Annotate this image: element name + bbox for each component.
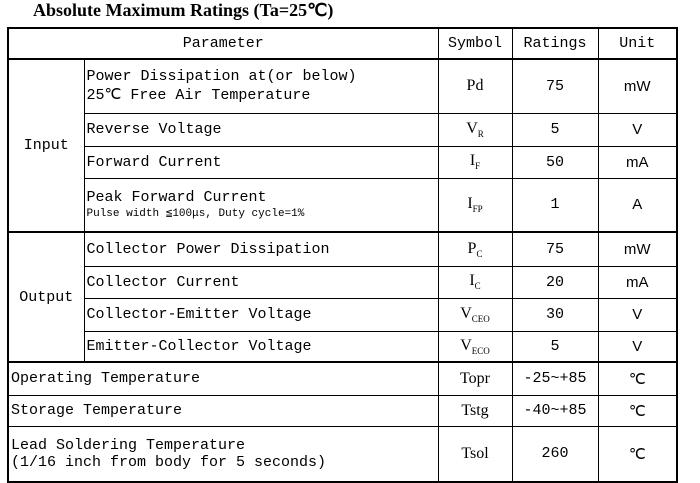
row: Collector Current IC 20 mA [8,265,678,299]
symbol: I [469,272,475,290]
row: Operating Temperature Topr -25~+85 ℃ [7,361,678,396]
symbol: I [467,195,473,213]
parameter-line2: 25℃ Free Air Temperature [86,87,311,105]
unit: mW [597,231,678,267]
ratings: 30 [511,297,599,332]
symbol-cell: Tstg [437,394,513,427]
symbol: Pd [466,77,484,95]
symbol: Tsol [461,444,489,462]
ratings: 5 [511,330,599,363]
parameter-cell: Storage Temperature [7,394,439,427]
symbol-cell: Topr [437,361,513,396]
symbol-subscript: ECO [471,345,490,356]
row: Peak Forward Current Pulse width ≦100μs, … [8,177,678,233]
unit: mA [597,145,678,179]
unit: mW [597,58,678,114]
unit: V [597,297,678,332]
symbol: V [466,119,478,137]
parameter: Storage Temperature [11,402,183,419]
header-cell: Ratings [511,27,599,60]
symbol-cell: IF [437,145,513,179]
unit: ℃ [597,425,678,483]
ratings: -40~+85 [511,394,599,427]
unit: V [597,330,678,363]
parameter: Operating Temperature [11,370,201,388]
note: Pulse width ≦100μs, Duty cycle=1% [86,208,305,221]
symbol-cell: IC [437,265,513,299]
parameter: Collector Current [86,273,240,291]
parameter-cell: Reverse Voltage [83,112,439,147]
ratings: 20 [511,265,599,299]
symbol-subscript: CEO [471,314,490,325]
symbol: Tstg [461,401,489,419]
parameter: Peak Forward Current [86,189,267,207]
group-label: Input [7,58,85,233]
symbol-cell: Tsol [437,425,513,483]
unit: ℃ [597,394,678,427]
ratings: 1 [511,177,599,233]
parameter-cell: Lead Soldering Temperature (1/16 inch fro… [7,425,439,483]
title: Absolute Maximum Ratings (Ta=25℃) [33,0,334,20]
header-row: Parameter Symbol Ratings Unit [7,27,678,60]
row: Input Power Dissipation at(or below) 25℃ F… [7,58,678,233]
symbol: V [460,336,472,354]
parameter: Power Dissipation at(or below) [86,68,357,86]
parameter: Reverse Voltage [86,121,222,138]
ratings: 50 [511,145,599,179]
parameter: Forward Current [86,153,222,171]
symbol: Topr [460,369,490,387]
unit: ℃ [597,361,678,396]
parameter-cell: Power Dissipation at(or below) 25℃ Free A… [83,58,439,114]
parameter-cell: Collector-Emitter Voltage [83,297,439,332]
ratings: 260 [511,425,599,483]
row: Reverse Voltage VR 5 V [8,112,678,147]
symbol: I [469,152,476,170]
ratings: 75 [511,58,599,114]
parameter: Collector Power Dissipation [86,240,330,258]
row: Emitter-Collector Voltage VECO 5 V [8,330,678,363]
ratings: -25~+85 [511,361,599,396]
unit: V [597,112,678,147]
parameter: Collector-Emitter Voltage [86,306,312,323]
symbol-cell: VR [437,112,513,147]
parameter: Lead Soldering Temperature [11,436,246,454]
symbol: V [460,304,472,322]
parameter-cell: Collector Power Dissipation [83,231,439,267]
parameter-line2: (1/16 inch from body for 5 seconds) [11,453,327,471]
symbol-subscript: C [476,248,483,259]
symbol-subscript: C [474,281,481,292]
unit: mA [597,265,678,299]
row: Output Collector Power Dissipation PC 75 mW [7,231,678,363]
symbol-subscript: F [475,161,481,172]
parameter-cell: Forward Current [83,145,439,179]
symbol-cell: IFP [437,177,513,233]
symbol-subscript: FP [472,204,483,215]
row: Storage Temperature Tstg -40~+85 ℃ [7,394,678,427]
ratings: 75 [511,231,599,267]
row: Collector-Emitter Voltage VCEO 30 V [8,297,678,332]
symbol-cell: VCEO [437,297,513,332]
unit: A [597,177,678,233]
header-cell: Unit [597,27,678,60]
parameter-cell: Collector Current [83,265,439,299]
symbol: P [467,239,477,257]
ratings: 5 [511,112,599,147]
header-cell: Symbol [437,27,513,60]
symbol-cell: PC [437,231,513,267]
ratings-table: Parameter Symbol Ratings Unit Input Power Dis… [7,27,678,483]
parameter-cell: Emitter-Collector Voltage [83,330,439,363]
symbol-cell: VECO [437,330,513,363]
parameter-cell: Peak Forward Current Pulse width ≦100μs, … [83,177,439,233]
group-label: Output [7,231,85,363]
row: Forward Current IF 50 mA [8,145,678,179]
header-cell: Parameter [7,27,439,60]
parameter: Emitter-Collector Voltage [86,337,312,355]
symbol-subscript: R [477,129,484,140]
parameter-cell: Operating Temperature [7,361,439,396]
symbol-cell: Pd [437,58,513,114]
row: Lead Soldering Temperature (1/16 inch fro… [7,425,678,483]
